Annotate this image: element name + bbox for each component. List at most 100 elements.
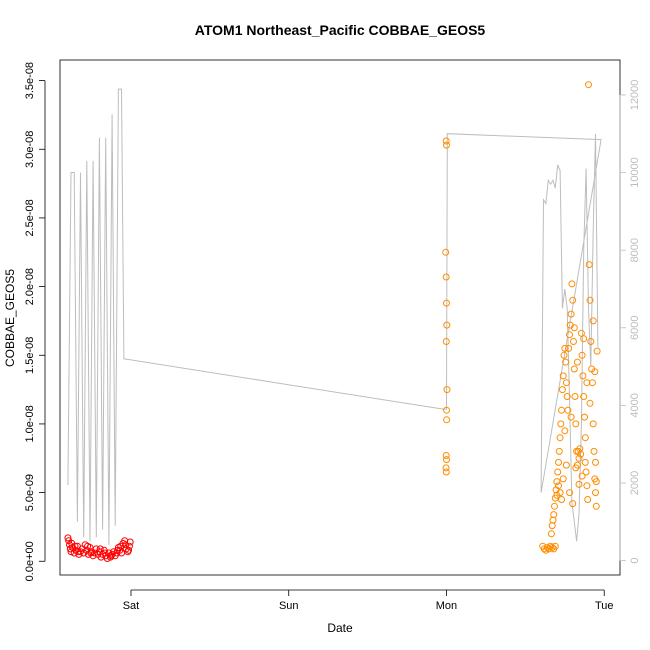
data-point [551, 502, 558, 510]
data-point [575, 454, 583, 462]
data-point [557, 420, 565, 428]
y2-tick-label: 6000 [629, 316, 641, 340]
data-point [125, 542, 133, 550]
data-point [564, 406, 572, 414]
data-point [562, 461, 570, 469]
y2-tick-label: 12000 [629, 80, 641, 111]
x-tick-label: Sat [123, 600, 140, 612]
data-point [579, 372, 587, 380]
data-point [581, 413, 588, 421]
data-point [443, 321, 451, 329]
y2-tick-label: 0 [629, 558, 641, 564]
data-point [566, 331, 573, 339]
data-point [589, 317, 597, 325]
data-point [560, 351, 568, 359]
data-point [569, 296, 577, 304]
y2-tick-label: 8000 [629, 238, 641, 262]
data-point [593, 347, 601, 355]
data-point [562, 358, 570, 366]
chart-title: ATOM1 Northeast_Pacific COBBAE_GEOS5 [195, 22, 486, 38]
data-point [562, 379, 570, 387]
data-point [74, 548, 82, 556]
data-point [558, 406, 566, 414]
data-point [550, 511, 558, 519]
data-point [548, 544, 556, 551]
y2-tick-label: 2000 [629, 471, 641, 495]
data-point [443, 456, 450, 464]
y-tick-label: 0.0e+00 [24, 541, 36, 581]
data-point [558, 386, 566, 394]
data-point [561, 427, 569, 435]
data-point [122, 541, 129, 549]
data-point [125, 546, 133, 554]
data-point [572, 420, 580, 428]
data-point [87, 549, 95, 557]
data-point [110, 548, 118, 556]
data-point [559, 372, 567, 380]
data-point [442, 248, 450, 256]
data-point [581, 458, 589, 466]
data-point [107, 552, 115, 560]
y-tick-label: 3.0e-08 [24, 131, 36, 168]
x-tick-label: Sun [279, 600, 299, 612]
data-point [543, 544, 551, 551]
data-point [578, 472, 586, 480]
data-point [443, 416, 451, 424]
data-point [442, 338, 450, 345]
data-point [583, 482, 591, 490]
y-tick-label: 2.5e-08 [24, 199, 36, 236]
y-axis-label: COBBAE_GEOS5 [3, 269, 17, 367]
data-point [570, 338, 577, 345]
data-point [556, 434, 564, 442]
data-point [577, 450, 585, 458]
data-point [581, 434, 589, 442]
data-point [67, 548, 75, 556]
data-point [571, 393, 579, 400]
data-point [558, 496, 566, 503]
data-point [584, 496, 592, 503]
x-tick-label: Mon [436, 600, 457, 612]
data-point [578, 351, 586, 359]
data-point [442, 273, 450, 281]
y-tick-label: 2.0e-08 [24, 268, 36, 305]
data-point [547, 530, 555, 538]
data-point [561, 344, 569, 352]
data-point [569, 500, 577, 508]
altitude-line [67, 88, 602, 546]
data-point [443, 406, 450, 414]
data-point [555, 458, 562, 466]
data-point [567, 310, 575, 318]
data-point [585, 81, 592, 89]
data-point [71, 542, 79, 550]
data-point [576, 445, 584, 453]
data-point [572, 464, 580, 472]
data-point [442, 452, 450, 459]
data-point [590, 447, 598, 455]
data-point [443, 299, 450, 307]
y-tick-label: 1.0e-08 [24, 405, 36, 442]
data-point [585, 261, 593, 269]
data-point [551, 542, 559, 550]
data-point [566, 489, 573, 497]
data-point [580, 393, 588, 400]
y2-tick-label: 10000 [629, 157, 641, 188]
data-point [580, 335, 588, 343]
x-tick-label: Tue [595, 600, 614, 612]
data-point [64, 534, 72, 542]
data-point [592, 478, 600, 486]
data-point [568, 280, 576, 288]
data-point [592, 489, 599, 497]
data-point [586, 399, 594, 407]
data-point [555, 447, 563, 455]
x-axis-label: Date [327, 621, 353, 635]
y-tick-label: 1.5e-08 [24, 337, 36, 374]
data-point [554, 468, 562, 476]
data-point [591, 368, 599, 376]
data-point [553, 478, 561, 486]
y2-tick-label: 4000 [629, 393, 641, 417]
data-point [117, 542, 125, 550]
data-point [589, 420, 597, 428]
data-point [101, 549, 109, 557]
data-point [575, 480, 583, 488]
